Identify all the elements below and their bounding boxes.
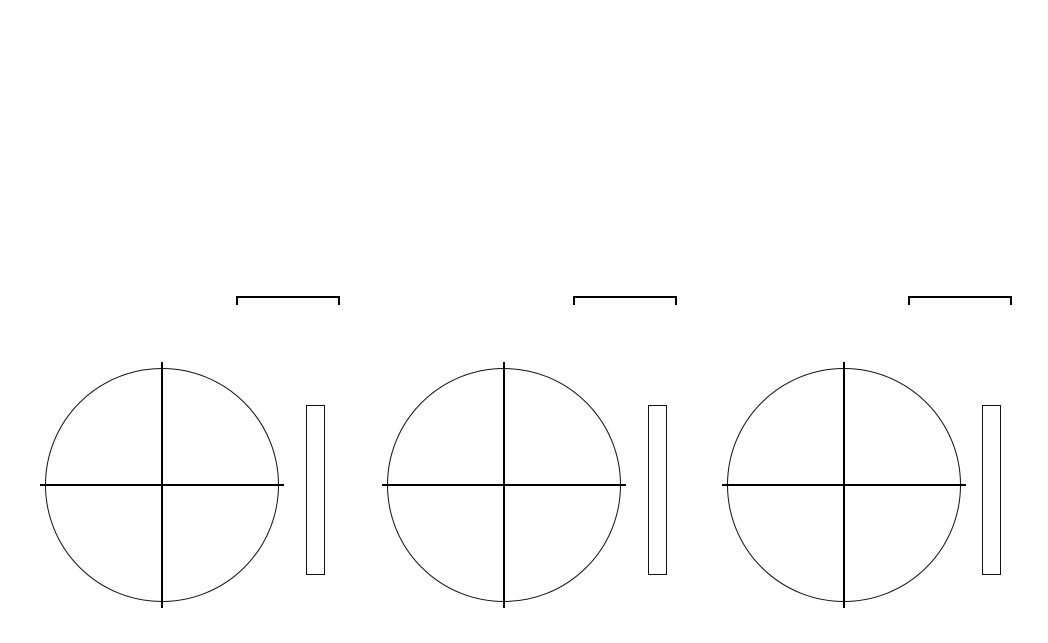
pole-figure-e-y-axis — [843, 362, 845, 608]
pole-figure-d — [352, 330, 692, 630]
pole-figure-e-colorbar-gradient — [982, 405, 1001, 575]
pole-figure-g-y-axis — [161, 362, 163, 608]
pole-figure-g-colorbar-gradient — [306, 405, 325, 575]
pole-figure-d-colorbar-gradient — [648, 405, 667, 575]
scalebar-b — [573, 296, 685, 306]
scalebar-c — [908, 296, 1020, 306]
pole-figure-g — [10, 330, 350, 630]
pole-figure-g-stage — [40, 358, 284, 608]
ebsd-map-c — [692, 25, 1018, 322]
scalebar-b-bar — [573, 296, 677, 306]
pole-figure-d-stage — [382, 358, 626, 608]
scalebar-a — [236, 296, 348, 306]
ebsd-map-b-canvas — [356, 25, 682, 322]
pole-figure-e — [692, 330, 1032, 630]
scalebar-backdrop-b — [563, 294, 691, 322]
ebsd-map-b — [356, 25, 682, 322]
ebsd-map-a-canvas — [28, 25, 354, 322]
scalebar-backdrop-a — [226, 294, 354, 322]
pole-figure-d-y-axis — [503, 362, 505, 608]
scalebar-backdrop-c — [898, 294, 1026, 322]
pole-figure-e-stage — [722, 358, 966, 608]
scalebar-a-bar — [236, 296, 340, 306]
ebsd-map-c-canvas — [692, 25, 1018, 322]
ebsd-map-a — [28, 25, 354, 322]
scalebar-c-bar — [908, 296, 1012, 306]
